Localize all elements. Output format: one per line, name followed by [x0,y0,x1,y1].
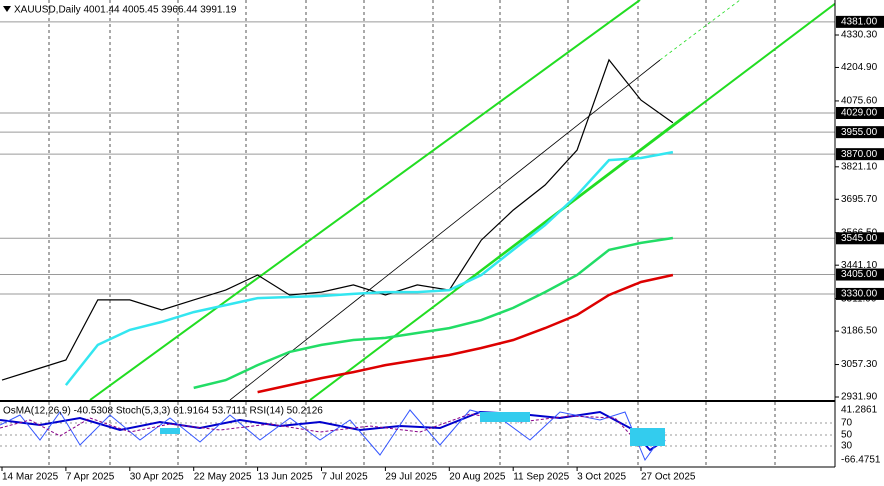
x-tick-label: 22 May 2025 [194,472,252,483]
indicator-label: 70 [841,418,853,429]
level-tag-label: 3870.00 [841,149,878,160]
levels [0,21,835,295]
x-tick-label: 7 Apr 2025 [66,472,115,483]
level-tag [836,126,884,139]
level-tag-label: 4381.00 [841,17,878,28]
x-tick-label: 20 Aug 2025 [449,472,506,483]
indicator-panel: OsMA(12,26,9) -40.5308 Stoch(5,3,3) 61.9… [0,406,835,462]
indicator-label: 30 [841,441,853,452]
level-tag [836,106,884,119]
x-tick-label: 30 Apr 2025 [130,472,184,483]
indicator-title: OsMA(12,26,9) -40.5308 Stoch(5,3,3) 61.9… [3,406,323,417]
x-tick-label: 11 Sep 2025 [513,472,569,483]
x-tick-label: 27 Oct 2025 [641,472,696,483]
level-tag-label: 3405.00 [841,269,878,280]
y-tick-label: 4204.90 [841,62,878,73]
y-tick-label: 3186.50 [841,326,878,337]
level-tag [836,232,884,245]
y-tick-label: 3695.70 [841,194,878,205]
y-tick-label: 4075.60 [841,96,878,107]
x-tick-label: 13 Jun 2025 [258,472,313,483]
chart-title: XAUUSD,Daily 4001.44 4005.45 3966.44 399… [14,5,237,16]
x-tick-label: 3 Oct 2025 [577,472,626,483]
series-line [1,58,674,381]
x-tick-label: 7 Jul 2025 [322,472,369,483]
level-tag [836,15,884,28]
y-tick-label: 2931.90 [841,392,878,403]
series-group [1,58,674,394]
level-tag [836,148,884,161]
level-tag [836,268,884,281]
y-tick-label: 3821.10 [841,161,878,172]
series-line [193,236,674,390]
y-tick-label: 3441.10 [841,260,878,271]
x-tick-label: 29 Jul 2025 [385,472,437,483]
level-tag-label: 3330.00 [841,289,878,300]
level-tag [836,287,884,300]
level-tag-label: 4029.00 [841,108,878,119]
title-arrow [3,6,11,12]
level-tag-label: 3545.00 [841,233,878,244]
indicator-label: 41.2861 [841,405,878,416]
series-line [64,150,674,386]
level-tag-label: 3955.00 [841,127,878,138]
y-tick-label: 3057.30 [841,359,878,370]
indicator-label: 50 [841,430,853,441]
y-tick-label: 4330.30 [841,30,878,41]
indicator-label: -66.4751 [841,455,881,466]
x-tick-label: 14 Mar 2025 [2,472,59,483]
series-line [257,273,674,394]
